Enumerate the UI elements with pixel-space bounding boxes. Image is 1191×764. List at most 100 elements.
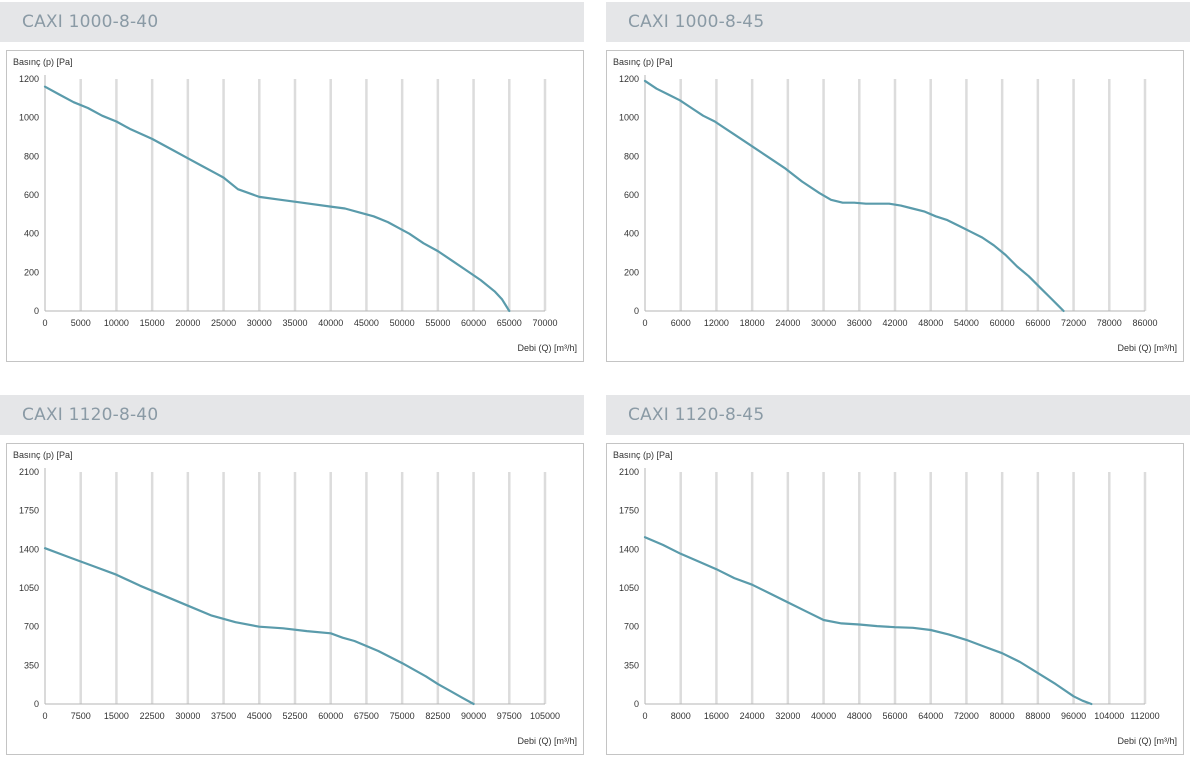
x-tick-label: 20000 xyxy=(175,318,200,328)
y-tick-label: 600 xyxy=(24,190,39,200)
x-tick-label: 64000 xyxy=(918,711,943,721)
x-tick-label: 88000 xyxy=(1025,711,1050,721)
x-tick-label: 35000 xyxy=(282,318,307,328)
x-tick-label: 112000 xyxy=(1130,711,1159,721)
x-tick-label: 54000 xyxy=(954,318,979,328)
x-tick-label: 60000 xyxy=(461,318,486,328)
y-axis-label: Basınç (p) [Pa] xyxy=(613,450,673,460)
y-tick-label: 350 xyxy=(24,660,39,670)
x-tick-label: 48000 xyxy=(847,711,872,721)
x-tick-label: 48000 xyxy=(918,318,943,328)
x-tick-label: 67500 xyxy=(354,711,379,721)
x-tick-label: 36000 xyxy=(847,318,872,328)
x-tick-label: 7500 xyxy=(71,711,91,721)
y-tick-label: 0 xyxy=(634,306,639,316)
chart-svg: 0 7500 15000 22500 30000 37500 45000 52500 60000… xyxy=(13,450,577,746)
x-tick-label: 40000 xyxy=(811,711,836,721)
x-tick-label: 32000 xyxy=(775,711,800,721)
chart-svg: 0 8000 16000 24000 32000 40000 48000 56000 64000… xyxy=(613,450,1177,746)
x-tick-label: 0 xyxy=(642,318,647,328)
x-tick-label: 56000 xyxy=(882,711,907,721)
x-tick-label: 24000 xyxy=(740,711,765,721)
x-tick-label: 45000 xyxy=(354,318,379,328)
x-tick-label: 45000 xyxy=(247,711,272,721)
x-tick-label: 60000 xyxy=(990,318,1015,328)
y-tick-label: 350 xyxy=(624,660,639,670)
x-tick-label: 60000 xyxy=(318,711,343,721)
x-tick-label: 30000 xyxy=(175,711,200,721)
chart-title: CAXI 1000-8-45 xyxy=(606,2,1190,42)
x-tick-label: 86000 xyxy=(1132,318,1157,328)
x-tick-label: 96000 xyxy=(1061,711,1086,721)
y-tick-label: 1050 xyxy=(19,583,39,593)
x-tick-label: 30000 xyxy=(811,318,836,328)
x-tick-label: 37500 xyxy=(211,711,236,721)
chart-svg: 0 5000 10000 15000 20000 25000 30000 35000 40000… xyxy=(13,57,577,353)
y-tick-label: 1750 xyxy=(19,506,39,516)
x-tick-label: 16000 xyxy=(704,711,729,721)
x-tick-label: 90000 xyxy=(461,711,486,721)
y-tick-label: 1400 xyxy=(19,544,39,554)
y-tick-label: 1000 xyxy=(19,113,39,123)
y-tick-label: 0 xyxy=(634,699,639,709)
x-tick-label: 82500 xyxy=(425,711,450,721)
x-tick-label: 97500 xyxy=(497,711,522,721)
x-axis-label: Debi (Q) [m³/h] xyxy=(517,736,577,746)
x-tick-label: 42000 xyxy=(882,318,907,328)
x-tick-label: 80000 xyxy=(990,711,1015,721)
x-tick-label: 12000 xyxy=(704,318,729,328)
y-axis-label: Basınç (p) [Pa] xyxy=(13,57,73,67)
x-axis-label: Debi (Q) [m³/h] xyxy=(517,343,577,353)
x-tick-label: 0 xyxy=(42,318,47,328)
x-tick-label: 18000 xyxy=(740,318,765,328)
x-tick-label: 10000 xyxy=(104,318,129,328)
x-tick-label: 15000 xyxy=(104,711,129,721)
chart-title: CAXI 1000-8-40 xyxy=(0,2,584,42)
x-tick-label: 104000 xyxy=(1094,711,1124,721)
y-tick-label: 1400 xyxy=(619,544,639,554)
y-tick-label: 700 xyxy=(24,622,39,632)
x-tick-label: 25000 xyxy=(211,318,236,328)
x-tick-label: 30000 xyxy=(247,318,272,328)
y-tick-label: 1200 xyxy=(19,74,39,84)
chart-svg: 0 6000 12000 18000 24000 30000 36000 42000 48000… xyxy=(613,57,1177,353)
y-tick-label: 0 xyxy=(34,306,39,316)
y-tick-label: 1750 xyxy=(619,506,639,516)
x-tick-label: 72000 xyxy=(954,711,979,721)
chart-frame: 0 7500 15000 22500 30000 37500 45000 52500 60000… xyxy=(6,443,584,755)
y-tick-label: 800 xyxy=(624,151,639,161)
x-tick-label: 22500 xyxy=(140,711,165,721)
x-tick-label: 8000 xyxy=(671,711,691,721)
y-tick-label: 1050 xyxy=(619,583,639,593)
x-tick-label: 75000 xyxy=(390,711,415,721)
performance-curve xyxy=(43,85,511,313)
x-axis-label: Debi (Q) [m³/h] xyxy=(1117,343,1177,353)
y-axis-label: Basınç (p) [Pa] xyxy=(613,57,673,67)
chart-title: CAXI 1120-8-40 xyxy=(0,395,584,435)
y-axis-label: Basınç (p) [Pa] xyxy=(13,450,73,460)
y-tick-label: 200 xyxy=(624,267,639,277)
chart-title: CAXI 1120-8-45 xyxy=(606,395,1190,435)
performance-curve xyxy=(643,536,1093,706)
x-tick-label: 5000 xyxy=(71,318,91,328)
x-tick-label: 55000 xyxy=(425,318,450,328)
y-tick-label: 400 xyxy=(624,229,639,239)
x-tick-label: 66000 xyxy=(1025,318,1050,328)
x-tick-label: 6000 xyxy=(671,318,691,328)
x-axis-label: Debi (Q) [m³/h] xyxy=(1117,736,1177,746)
chart-frame: 0 6000 12000 18000 24000 30000 36000 42000 48000… xyxy=(606,50,1184,362)
x-tick-label: 24000 xyxy=(775,318,800,328)
x-tick-label: 0 xyxy=(42,711,47,721)
y-tick-label: 800 xyxy=(24,151,39,161)
x-tick-label: 0 xyxy=(642,711,647,721)
performance-curve xyxy=(43,547,475,706)
chart-frame: 0 8000 16000 24000 32000 40000 48000 56000 64000… xyxy=(606,443,1184,755)
y-tick-label: 200 xyxy=(24,267,39,277)
y-tick-label: 1200 xyxy=(619,74,639,84)
x-tick-label: 72000 xyxy=(1061,318,1086,328)
x-tick-label: 65000 xyxy=(497,318,522,328)
y-tick-label: 600 xyxy=(624,190,639,200)
y-tick-label: 700 xyxy=(624,622,639,632)
x-tick-label: 105000 xyxy=(530,711,560,721)
y-tick-label: 0 xyxy=(34,699,39,709)
